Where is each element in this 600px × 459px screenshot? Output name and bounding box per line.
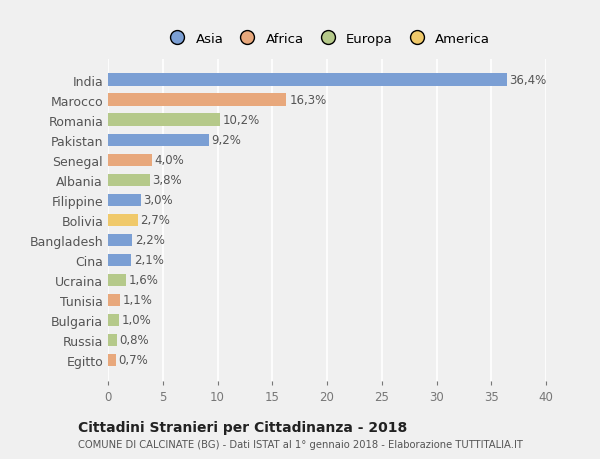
Text: 0,7%: 0,7% (118, 354, 148, 367)
Text: 2,7%: 2,7% (140, 214, 170, 227)
Text: 3,0%: 3,0% (143, 194, 173, 207)
Text: 9,2%: 9,2% (211, 134, 241, 147)
Bar (108, 234, 132, 246)
Bar (108, 194, 141, 207)
Text: Cittadini Stranieri per Cittadinanza - 2018: Cittadini Stranieri per Cittadinanza - 2… (78, 420, 407, 434)
Bar (108, 74, 506, 87)
Bar (108, 134, 209, 146)
Bar (108, 114, 220, 127)
Bar (108, 254, 131, 267)
Text: 2,1%: 2,1% (134, 254, 164, 267)
Bar (108, 274, 125, 286)
Text: 16,3%: 16,3% (289, 94, 326, 107)
Text: 4,0%: 4,0% (155, 154, 184, 167)
Text: 3,8%: 3,8% (152, 174, 182, 187)
Bar (108, 214, 137, 226)
Text: 1,1%: 1,1% (123, 294, 152, 307)
Bar (108, 334, 117, 347)
Bar (108, 314, 119, 326)
Text: 1,0%: 1,0% (122, 314, 151, 327)
Bar (108, 174, 149, 186)
Text: 10,2%: 10,2% (223, 114, 260, 127)
Bar (108, 354, 116, 366)
Text: 2,2%: 2,2% (135, 234, 165, 247)
Text: 36,4%: 36,4% (509, 74, 547, 87)
Bar (108, 154, 152, 167)
Legend: Asia, Africa, Europa, America: Asia, Africa, Europa, America (158, 28, 496, 51)
Text: COMUNE DI CALCINATE (BG) - Dati ISTAT al 1° gennaio 2018 - Elaborazione TUTTITAL: COMUNE DI CALCINATE (BG) - Dati ISTAT al… (78, 439, 523, 449)
Bar (108, 94, 286, 106)
Text: 1,6%: 1,6% (128, 274, 158, 287)
Bar (108, 294, 120, 307)
Text: 0,8%: 0,8% (119, 334, 149, 347)
